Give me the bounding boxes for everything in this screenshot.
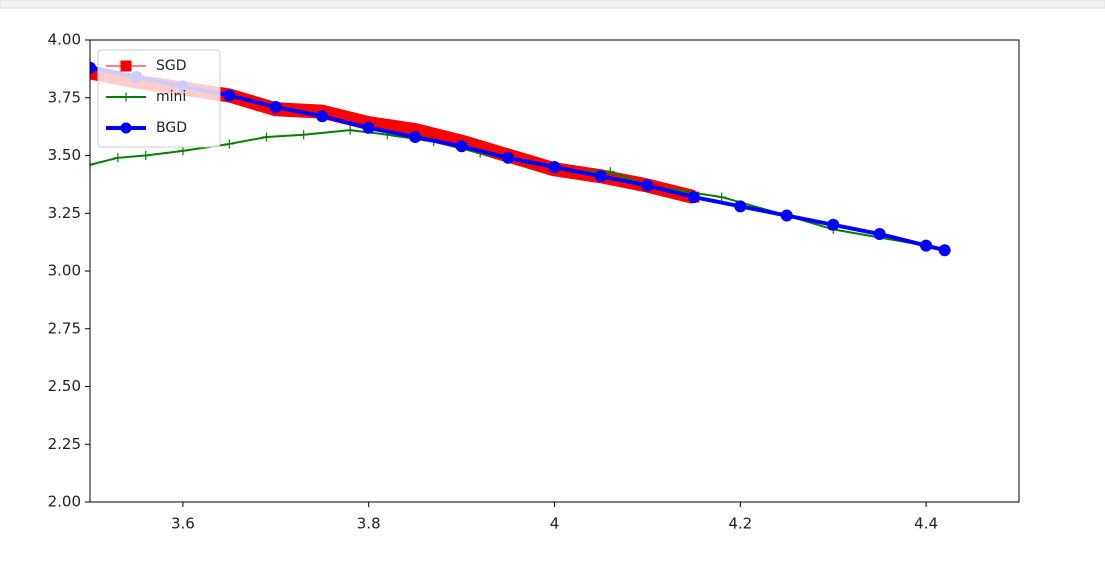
x-tick-label: 4.2 [728, 515, 752, 533]
legend-label: mini [156, 89, 186, 105]
marker [687, 191, 700, 204]
legend: SGD mini BGD [97, 49, 221, 148]
series-line [90, 65, 946, 253]
cell-border [0, 0, 1105, 9]
axes-frame [89, 39, 1020, 503]
y-tick-label: 3.25 [48, 204, 81, 222]
marker [827, 218, 840, 231]
y-tick-label: 2.00 [48, 493, 81, 511]
y-tick-label: 2.50 [48, 377, 81, 395]
marker [920, 239, 933, 252]
marker [409, 131, 422, 144]
y-tick-label: 3.75 [48, 88, 81, 106]
marker [605, 167, 615, 177]
marker [548, 161, 561, 174]
y-tick-label: 2.75 [48, 319, 81, 337]
marker [641, 179, 654, 192]
legend-box [97, 49, 221, 148]
marker [362, 121, 375, 134]
x-tick-label: 3.6 [171, 515, 195, 533]
legend-label: BGD [156, 120, 187, 136]
x-tick-label: 4 [550, 515, 560, 533]
y-tick-label: 4.00 [48, 31, 81, 49]
marker [502, 151, 515, 164]
marker [269, 100, 282, 113]
marker [734, 200, 747, 213]
marker [345, 125, 355, 135]
marker [594, 170, 607, 183]
marker [409, 124, 421, 136]
y-tick-label: 3.00 [48, 262, 81, 280]
legend-marker [120, 122, 132, 134]
marker [141, 151, 151, 160]
marker [299, 130, 309, 140]
y-tick-label: 3.50 [48, 146, 81, 164]
marker [938, 244, 951, 257]
marker [873, 228, 886, 241]
marker [717, 192, 727, 202]
marker [316, 110, 329, 123]
legend-marker [121, 92, 131, 102]
marker [455, 140, 468, 153]
marker [223, 89, 236, 102]
x-tick-label: 4.4 [914, 515, 938, 533]
marker [224, 139, 234, 149]
legend-marker [120, 60, 132, 72]
marker [90, 61, 96, 74]
marker [780, 209, 793, 222]
marker [90, 160, 95, 170]
marker [178, 146, 188, 156]
y-tick-label: 2.25 [48, 435, 81, 453]
marker [262, 132, 272, 142]
x-tick-label: 3.8 [357, 515, 381, 533]
marker [113, 153, 123, 163]
legend-label: SGD [156, 58, 187, 74]
